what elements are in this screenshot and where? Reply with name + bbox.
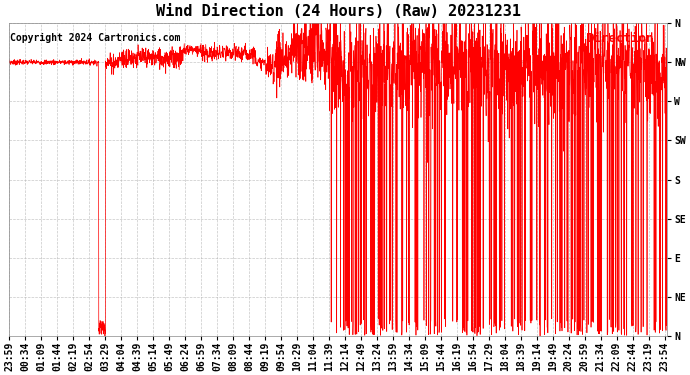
Text: Copyright 2024 Cartronics.com: Copyright 2024 Cartronics.com: [10, 33, 181, 42]
Text: Direction: Direction: [586, 33, 654, 45]
Title: Wind Direction (24 Hours) (Raw) 20231231: Wind Direction (24 Hours) (Raw) 20231231: [156, 4, 521, 19]
